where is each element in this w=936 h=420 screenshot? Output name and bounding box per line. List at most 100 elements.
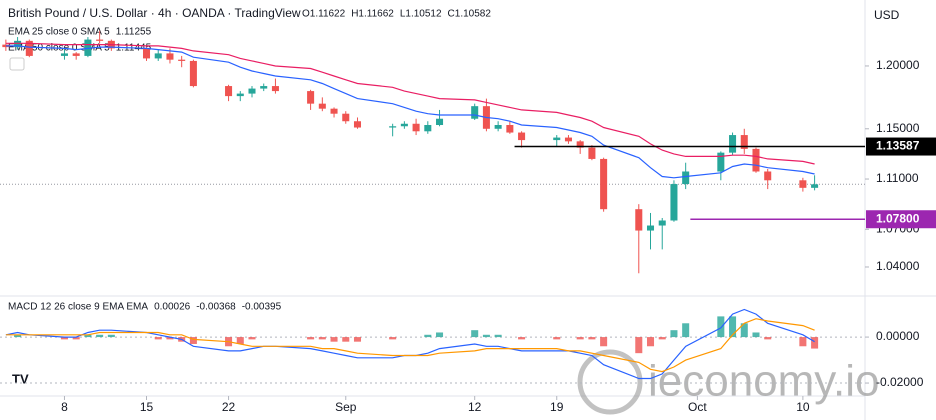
- macd-histogram-bar: [811, 337, 819, 349]
- macd-histogram-bar: [307, 337, 315, 340]
- ema-line: [5, 45, 815, 179]
- candle-body: [752, 148, 760, 172]
- macd-line: [5, 318, 815, 373]
- macd-histogram-bar: [740, 323, 748, 338]
- candle-body: [342, 113, 350, 122]
- ohlc-value: C1.10582: [448, 9, 492, 20]
- macd-histogram-bar: [471, 330, 479, 338]
- macd-histogram-bar: [658, 337, 666, 340]
- x-tick-label: Sep: [335, 400, 357, 414]
- candle-body: [494, 125, 502, 129]
- candle-body: [670, 184, 678, 221]
- macd-histogram-bar: [72, 337, 80, 340]
- tv-logo: TV: [12, 371, 29, 386]
- candle-body: [518, 132, 526, 141]
- candle-body: [424, 125, 432, 132]
- macd-histogram-bar: [236, 337, 244, 344]
- macd-histogram-bar: [717, 316, 725, 338]
- ema-line: [5, 42, 815, 165]
- y-tick-label: 1.20000: [876, 58, 920, 72]
- candle-body: [154, 53, 162, 59]
- watermark: ieconomy.io: [648, 357, 880, 406]
- macd-y-tick-label: -0.02000: [876, 375, 924, 389]
- candle-body: [740, 135, 748, 149]
- macd-histogram-bar: [646, 337, 655, 347]
- candle-body: [553, 137, 561, 141]
- candle-body: [646, 225, 655, 231]
- macd-histogram-bar: [342, 337, 350, 342]
- macd-value: -0.00368: [196, 302, 236, 313]
- candle-body: [412, 123, 420, 132]
- candle-body: [729, 135, 737, 153]
- candle-body: [236, 93, 244, 97]
- x-tick-label: 8: [61, 400, 68, 414]
- x-tick-label: 10: [796, 400, 810, 414]
- y-tick-label: 1.11000: [876, 171, 919, 185]
- x-tick-label: Oct: [688, 400, 707, 414]
- candle-body: [318, 103, 326, 109]
- macd-histogram-bar: [353, 337, 362, 342]
- macd-histogram-bar: [96, 334, 104, 338]
- price-label-box: [866, 137, 936, 156]
- candle-body: [14, 40, 22, 48]
- candle-body: [811, 184, 819, 188]
- candle-body: [576, 141, 584, 148]
- candle-body: [717, 152, 725, 172]
- macd-histogram-bar: [729, 316, 737, 338]
- macd-histogram-bar: [330, 337, 338, 342]
- candle-body: [2, 44, 10, 48]
- macd-histogram-bar: [518, 337, 526, 340]
- candle-body: [248, 88, 256, 94]
- candle-body: [84, 39, 92, 56]
- price-label: 1.13587: [876, 139, 920, 153]
- macd-histogram-bar: [752, 332, 760, 338]
- macd-histogram-bar: [600, 337, 608, 347]
- candle-body: [96, 39, 104, 41]
- macd-histogram-bar: [166, 337, 174, 340]
- candle-body: [307, 91, 315, 104]
- macd-histogram-bar: [107, 334, 115, 338]
- candle-body: [436, 118, 444, 126]
- currency[interactable]: USD: [874, 8, 900, 22]
- candle-body: [799, 180, 807, 188]
- price-label-box: [866, 210, 936, 229]
- macd-histogram-bar: [84, 334, 92, 338]
- x-tick-label: 19: [550, 400, 564, 414]
- macd-histogram-bar: [494, 334, 502, 338]
- watermark-logo: [577, 349, 643, 415]
- candle-body: [506, 125, 514, 133]
- candle-body: [400, 123, 408, 127]
- macd-histogram-bar: [189, 337, 197, 344]
- candle-body: [658, 220, 666, 226]
- macd-histogram-bar: [154, 337, 162, 340]
- macd-legend: MACD 12 26 close 9 EMA EMA: [8, 302, 148, 313]
- macd-value: 0.00026: [154, 302, 191, 313]
- candle-body: [353, 121, 362, 128]
- indicator-legend: EMA 25 close 0 SMA 5: [8, 27, 110, 38]
- macd-histogram-bar: [424, 334, 432, 338]
- macd-histogram-bar: [436, 332, 444, 338]
- macd-histogram-bar: [576, 337, 584, 340]
- macd-histogram-bar: [588, 337, 596, 340]
- candle-body: [166, 53, 174, 60]
- macd-histogram-bar: [553, 337, 561, 340]
- candle-body: [600, 158, 608, 210]
- macd-histogram-bar: [682, 323, 690, 338]
- x-tick-label: 15: [140, 400, 154, 414]
- indicator-value: 1.11255: [116, 27, 152, 38]
- y-tick-label: 1.15000: [876, 121, 920, 135]
- macd-histogram-bar: [764, 337, 772, 340]
- candle-body: [25, 40, 33, 56]
- macd-histogram-bar: [482, 334, 490, 338]
- collapse-button[interactable]: [9, 57, 25, 71]
- ohlc-value: O1.11622: [302, 9, 346, 20]
- candle-body: [564, 137, 572, 142]
- ohlc-value: H1.11662: [351, 9, 394, 20]
- x-tick-label: 12: [468, 400, 482, 414]
- candle-body: [635, 209, 643, 231]
- macd-histogram-bar: [799, 337, 807, 347]
- chart-title: British Pound / U.S. Dollar · 4h · OANDA…: [8, 6, 301, 20]
- candle-body: [588, 147, 596, 159]
- macd-histogram-bar: [670, 330, 678, 338]
